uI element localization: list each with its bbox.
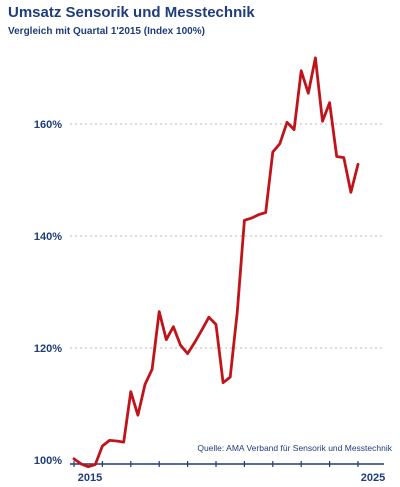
- data-point: [236, 310, 239, 313]
- source-note: Quelle: AMA Verband für Sensorik und Mes…: [197, 443, 392, 453]
- data-point: [278, 142, 282, 145]
- data-point: [349, 191, 353, 194]
- data-point: [72, 457, 76, 461]
- data-point: [186, 352, 189, 355]
- data-point: [285, 121, 289, 124]
- chart-title: Umsatz Sensorik und Messtechnik: [8, 4, 255, 21]
- data-point: [328, 101, 331, 104]
- y-tick-label: 100%: [34, 455, 62, 467]
- data-point: [158, 310, 161, 313]
- data-point: [101, 444, 104, 448]
- data-point: [229, 375, 232, 379]
- data-point: [300, 69, 303, 73]
- data-point: [207, 316, 211, 319]
- data-point: [193, 341, 196, 344]
- data-point: [264, 211, 267, 214]
- chart-subtitle: Vergleich mit Quartal 1'2015 (Index 100%…: [8, 26, 205, 37]
- data-point: [200, 328, 203, 332]
- data-point: [108, 439, 111, 442]
- data-point: [335, 155, 338, 158]
- data-point: [122, 440, 125, 444]
- y-tick-label: 140%: [34, 231, 62, 243]
- y-tick-label: 120%: [34, 343, 62, 355]
- data-point: [292, 128, 296, 131]
- data-point: [87, 465, 90, 468]
- data-point: [115, 439, 118, 443]
- data-point: [165, 338, 168, 341]
- data-point: [150, 368, 154, 371]
- x-tick-label: 2015: [78, 472, 102, 484]
- data-point: [307, 92, 310, 95]
- data-point: [257, 213, 260, 216]
- data-point: [342, 156, 345, 159]
- data-point: [214, 323, 218, 326]
- data-point: [129, 390, 132, 393]
- series-line: [72, 56, 360, 469]
- data-point: [179, 344, 182, 347]
- data-point: [243, 219, 246, 222]
- data-point: [136, 414, 140, 417]
- data-point: [271, 150, 274, 154]
- data-point: [143, 383, 147, 386]
- y-tick-label: 160%: [34, 119, 62, 131]
- data-point: [172, 325, 175, 328]
- data-point: [314, 56, 317, 60]
- data-point: [356, 163, 360, 166]
- data-point: [94, 463, 97, 466]
- data-point: [79, 462, 83, 466]
- x-tick-label: 2025: [361, 472, 385, 484]
- data-point: [221, 381, 225, 384]
- data-point: [321, 120, 324, 123]
- data-point: [250, 216, 253, 220]
